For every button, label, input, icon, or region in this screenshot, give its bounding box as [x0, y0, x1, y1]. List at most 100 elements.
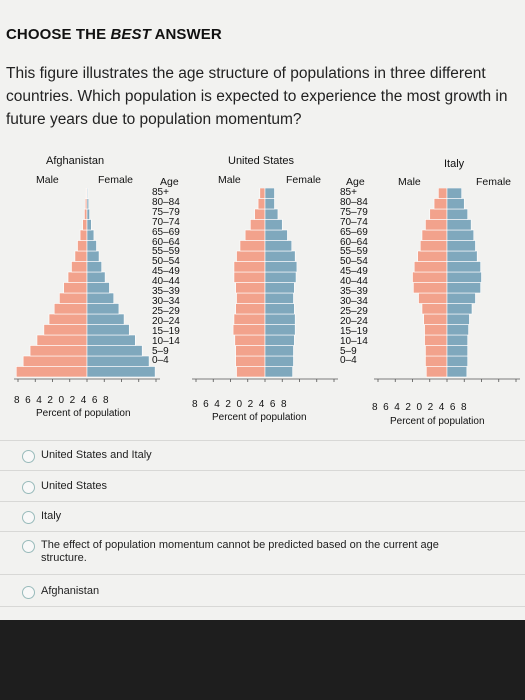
bar-female-65–69: [264, 229, 288, 241]
bar-male-80–84: [433, 198, 448, 210]
radio-button[interactable]: [22, 450, 35, 463]
bar-male-15–19: [234, 334, 266, 346]
bar-male-75–79: [254, 208, 266, 220]
bar-female-10–14: [86, 345, 143, 357]
x-tick-labels: 8 6 4 2 0 2 4 6 8: [192, 399, 287, 410]
bar-male-15–19: [36, 334, 88, 346]
age-group-label: 40–44: [340, 276, 368, 288]
bar-male-65–69: [79, 229, 88, 241]
bar-male-35–39: [59, 292, 88, 304]
bar-male-50–54: [413, 261, 448, 273]
bar-female-5–9: [446, 355, 469, 367]
divider: [0, 531, 525, 532]
age-group-label: 60–64: [152, 236, 180, 248]
divider: [0, 440, 525, 441]
bar-female-85+: [446, 188, 462, 199]
age-group-label: 5–9: [340, 345, 357, 357]
pyramid-united-states: [192, 188, 338, 382]
age-group-label: 45–49: [152, 266, 180, 278]
bar-female-45–49: [264, 271, 297, 283]
bar-male-80–84: [257, 198, 266, 210]
bar-male-10–14: [29, 345, 88, 357]
bar-male-75–79: [429, 208, 448, 220]
bar-female-75–79: [86, 208, 90, 220]
bar-male-60–64: [77, 240, 88, 252]
bar-male-40–44: [235, 282, 266, 294]
bar-female-10–14: [446, 345, 469, 357]
bar-female-25–29: [446, 313, 470, 325]
bar-female-50–54: [264, 261, 298, 273]
bar-male-20–24: [424, 324, 448, 336]
bar-male-75–79: [84, 208, 88, 220]
bar-male-35–39: [418, 292, 448, 304]
bar-male-0–4: [425, 366, 448, 378]
pyramid-afghanistan: [14, 188, 160, 382]
bar-male-35–39: [236, 292, 266, 304]
female-label: Female: [286, 174, 322, 186]
option-united-states[interactable]: United States: [22, 480, 107, 494]
bar-male-15–19: [424, 334, 448, 346]
pyramid-italy: [374, 188, 520, 382]
divider: [0, 501, 525, 502]
radio-button[interactable]: [22, 540, 35, 553]
age-group-label: 55–59: [152, 246, 180, 258]
bar-female-30–34: [264, 303, 295, 315]
bar-male-25–29: [48, 313, 88, 325]
radio-button[interactable]: [22, 481, 35, 494]
age-group-label: 35–39: [340, 286, 368, 298]
bar-female-45–49: [86, 271, 106, 283]
bar-female-75–79: [264, 208, 279, 220]
bar-male-5–9: [425, 355, 448, 367]
bar-female-20–24: [86, 324, 130, 336]
bar-female-0–4: [446, 366, 468, 378]
age-group-label: 85+: [340, 187, 357, 198]
bar-female-35–39: [264, 292, 294, 304]
bar-male-55–59: [74, 250, 88, 262]
male-label: Male: [218, 174, 241, 186]
bar-female-65–69: [86, 229, 95, 241]
age-group-label: 40–44: [152, 276, 180, 288]
bar-female-70–74: [446, 219, 472, 231]
radio-button[interactable]: [22, 511, 35, 524]
bar-male-30–34: [421, 303, 448, 315]
age-group-labels: 85+ 80–84 75–79 70–74 65–69 60–64 55–59 50–54 45…: [152, 188, 180, 366]
age-group-label: 80–84: [340, 196, 368, 208]
male-label: Male: [36, 174, 59, 186]
option-afghanistan[interactable]: Afghanistan: [22, 585, 99, 599]
age-group-label: 50–54: [152, 256, 180, 268]
bar-female-40–44: [446, 282, 481, 294]
option-united-states-and-italy[interactable]: United States and Italy: [22, 449, 152, 463]
age-header: Age: [160, 176, 179, 188]
bar-male-30–34: [53, 303, 88, 315]
bar-male-40–44: [63, 282, 88, 294]
age-header: Age: [346, 176, 365, 188]
age-group-label: 70–74: [152, 216, 180, 228]
radio-button[interactable]: [22, 586, 35, 599]
age-group-label: 0–4: [152, 355, 169, 367]
age-group-labels: 85+ 80–84 75–79 70–74 65–69 60–64 55–59 50–54 45…: [340, 188, 368, 366]
female-label: Female: [98, 174, 134, 186]
bar-female-80–84: [264, 198, 275, 210]
age-group-label: 0–4: [340, 355, 357, 367]
bar-male-60–64: [419, 240, 448, 252]
age-group-label: 80–84: [152, 196, 180, 208]
x-axis-label: Percent of population: [212, 412, 307, 423]
bar-female-35–39: [86, 292, 115, 304]
bar-female-55–59: [264, 250, 296, 262]
bar-male-45–49: [67, 271, 88, 283]
bar-male-60–64: [239, 240, 266, 252]
bar-female-10–14: [264, 345, 294, 357]
option-italy[interactable]: Italy: [22, 510, 61, 524]
bar-male-45–49: [412, 271, 448, 283]
bar-male-55–59: [417, 250, 448, 262]
bar-female-30–34: [446, 303, 473, 315]
bar-male-30–34: [235, 303, 266, 315]
option-cannot-be-predicted[interactable]: The effect of population momentum cannot…: [22, 539, 462, 565]
bar-female-0–4: [86, 366, 156, 378]
divider: [0, 574, 525, 575]
age-group-label: 20–24: [340, 315, 368, 327]
bar-male-25–29: [423, 313, 448, 325]
bar-male-65–69: [244, 229, 266, 241]
bar-female-20–24: [446, 324, 469, 336]
age-group-label: 30–34: [152, 295, 180, 307]
